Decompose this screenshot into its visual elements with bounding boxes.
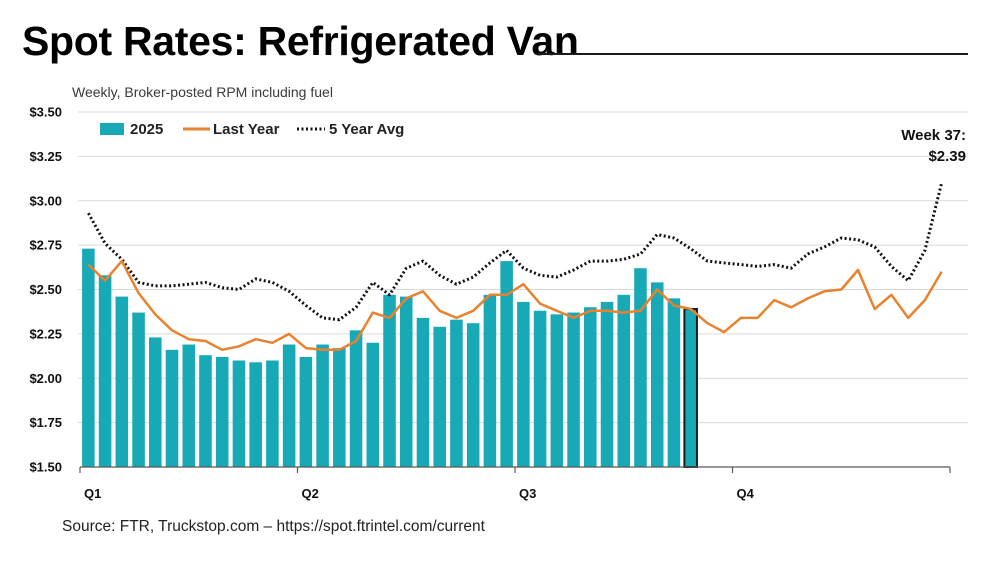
bar-2025-week (316, 344, 329, 467)
bar-2025-week (667, 298, 681, 467)
quarter-label: Q1 (84, 486, 101, 501)
bar-2025-week (282, 344, 296, 467)
bar-2025-week (299, 356, 313, 467)
y-tick-label: $3.50 (29, 105, 62, 120)
bar-2025-week (433, 326, 446, 467)
legend-label-5-year-avg: 5 Year Avg (329, 121, 404, 138)
bar-2025-week (349, 330, 363, 467)
y-tick-label: $3.00 (29, 193, 62, 208)
legend-swatch-2025 (100, 123, 124, 135)
bar-2025-week (600, 301, 614, 467)
bar-2025-week (617, 294, 631, 467)
bar-2025-week (132, 312, 145, 467)
bar-2025-week (215, 356, 229, 467)
bar-2025-week (550, 314, 564, 467)
chart-subtitle: Weekly, Broker-posted RPM including fuel (72, 84, 333, 100)
page-title: Spot Rates: Refrigerated Van (22, 18, 579, 64)
y-tick-label: $1.50 (29, 460, 62, 475)
y-tick-label: $2.75 (29, 238, 62, 253)
y-tick-label: $2.50 (29, 282, 62, 297)
bar-2025-week (249, 362, 262, 467)
quarter-label: Q3 (519, 486, 536, 501)
line-series (87, 182, 944, 352)
bar-2025-week (533, 310, 547, 467)
line-last-year (87, 259, 943, 352)
bar-2025-week (584, 307, 597, 467)
bar-2025-week (182, 344, 196, 467)
bar-2025-week (416, 317, 430, 467)
bar-2025-week (98, 275, 112, 467)
bar-2025-week (165, 349, 179, 467)
quarter-label: Q4 (737, 486, 755, 501)
quarter-label: Q2 (302, 486, 319, 501)
bar-2025-week (266, 360, 279, 467)
bar-2025-week (383, 294, 396, 467)
line-5-year-avg (87, 182, 944, 322)
bar-2025-week (366, 342, 380, 467)
bar-2025-week (450, 319, 463, 467)
legend: 2025 Last Year 5 Year Avg (100, 121, 404, 138)
bar-2025-week (483, 294, 497, 467)
annotation-value: $2.39 (928, 148, 966, 165)
bar-2025-week (232, 360, 246, 467)
y-tick-label: $1.75 (29, 415, 62, 430)
legend-label-2025: 2025 (130, 121, 163, 138)
bar-2025-week (399, 296, 413, 467)
annotation-week: Week 37: (901, 127, 966, 144)
bar-2025-week (466, 323, 480, 467)
latest-week-annotation: Week 37: $2.39 (901, 127, 966, 165)
source-note: Source: FTR, Truckstop.com – https://spo… (62, 518, 485, 535)
legend-label-last-year: Last Year (213, 121, 280, 138)
y-tick-label: $3.25 (29, 149, 62, 164)
bar-2025-week (634, 268, 647, 467)
bar-2025-week (333, 348, 346, 467)
bar-2025-week (567, 312, 580, 467)
y-tick-label: $2.25 (29, 326, 62, 341)
bar-2025-week (115, 296, 129, 467)
bar-2025-week (500, 261, 513, 467)
bar-2025-week (683, 308, 698, 468)
bar-2025-week (517, 301, 530, 467)
y-axis-tick-labels: $1.50 $1.75 $2.00 $2.25 $2.50 $2.75 $3.00 $3.25… (29, 105, 62, 475)
x-axis: Q1 Q2 Q3 Q4 (79, 466, 951, 501)
bar-series-2025 (82, 248, 698, 468)
y-tick-label: $2.00 (29, 371, 62, 386)
title-underline (536, 53, 968, 55)
bar-2025-week (199, 355, 212, 467)
bar-2025-week (650, 282, 664, 467)
bar-2025-week (82, 248, 95, 467)
bar-2025-week (149, 337, 162, 467)
